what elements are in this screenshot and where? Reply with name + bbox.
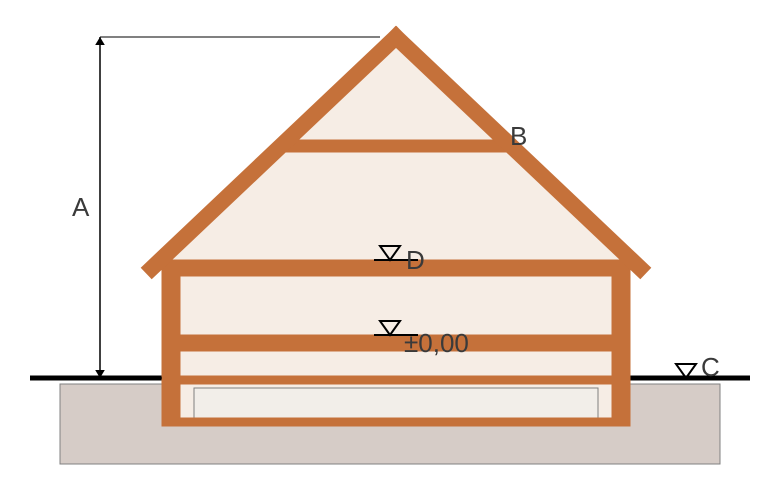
- label-datum: ±0,00: [404, 328, 469, 359]
- diagram-stage: A B D ±0,00 C: [0, 0, 780, 503]
- label-c: C: [701, 352, 720, 383]
- label-b: B: [510, 121, 527, 152]
- label-d: D: [406, 245, 425, 276]
- label-a: A: [72, 192, 89, 223]
- section-drawing: [0, 0, 780, 503]
